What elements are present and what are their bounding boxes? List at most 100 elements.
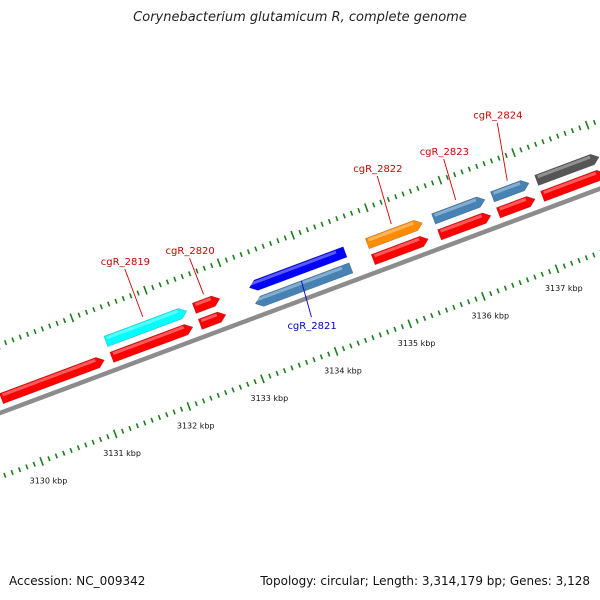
upper-ruler-minor-tick <box>129 293 133 299</box>
lower-ruler-minor-tick <box>25 464 29 470</box>
upper-ruler-minor-tick <box>48 323 52 329</box>
gene-arrow <box>191 295 221 314</box>
lower-ruler-minor-tick <box>17 467 22 473</box>
lower-ruler-minor-tick <box>496 288 500 294</box>
lower-ruler-minor-tick <box>268 373 272 379</box>
genome-stats-text: Topology: circular; Length: 3,314,179 bp… <box>260 574 590 588</box>
gene-arrow-highlight <box>250 250 337 286</box>
cds-arrow-highlight <box>2 358 96 397</box>
upper-ruler-minor-tick <box>283 235 287 241</box>
backbone-track <box>0 186 600 416</box>
ruler-label: 3134 kbp <box>324 366 362 375</box>
lower-ruler-minor-tick <box>386 329 390 335</box>
gene-arrow-highlight <box>367 221 414 242</box>
ruler-label: 3133 kbp <box>250 394 288 403</box>
lower-ruler-minor-tick <box>400 323 405 330</box>
upper-ruler-major-tick <box>437 175 443 185</box>
lower-ruler-minor-tick <box>356 340 360 346</box>
lower-ruler-minor-tick <box>246 381 250 388</box>
upper-ruler-minor-tick <box>40 326 44 332</box>
upper-ruler-minor-tick <box>195 268 199 274</box>
gene-arrow <box>431 196 486 225</box>
gene-label: cgR_2824 <box>473 111 522 122</box>
lower-ruler-minor-tick <box>430 312 434 319</box>
upper-ruler-minor-tick <box>165 279 170 285</box>
upper-ruler-minor-tick <box>541 139 545 145</box>
cds-arrow-highlight <box>112 325 185 356</box>
lower-ruler-minor-tick <box>106 434 110 440</box>
lower-ruler-minor-tick <box>32 461 36 467</box>
cds-arrow <box>0 357 105 405</box>
gene-label: cgR_2822 <box>353 164 402 175</box>
lower-ruler-minor-tick <box>452 304 456 310</box>
lower-ruler-minor-tick <box>150 417 154 423</box>
cds-arrow-highlight <box>256 266 343 302</box>
lower-ruler-minor-tick <box>467 299 471 305</box>
upper-ruler-minor-tick <box>11 337 15 343</box>
lower-ruler-minor-tick <box>511 282 515 288</box>
ruler-label: 3130 kbp <box>30 476 68 485</box>
gene-arrow <box>490 180 530 203</box>
lower-ruler-major-tick <box>333 346 339 356</box>
cds-arrow <box>496 196 536 219</box>
lower-ruler-minor-tick <box>393 326 397 332</box>
upper-ruler-minor-tick <box>276 238 280 244</box>
gene-arrow-highlight <box>537 155 591 179</box>
lower-ruler-minor-tick <box>84 442 88 448</box>
backbone-line <box>0 186 600 416</box>
upper-ruler-minor-tick <box>320 221 324 227</box>
lower-ruler-minor-tick <box>437 310 441 316</box>
upper-ruler-minor-tick <box>408 188 413 194</box>
lower-ruler-major-tick <box>112 429 118 439</box>
lower-ruler-minor-tick <box>547 268 552 275</box>
upper-ruler-minor-tick <box>107 301 111 307</box>
upper-ruler-minor-tick <box>578 125 582 131</box>
upper-ruler-minor-tick <box>84 309 89 315</box>
upper-ruler-minor-tick <box>246 249 251 255</box>
cds-track <box>0 169 600 405</box>
lower-ruler-minor-tick <box>297 362 301 368</box>
lower-ruler-minor-tick <box>363 337 368 343</box>
gene-label: cgR_2823 <box>420 147 469 158</box>
cds-arrow-highlight <box>440 214 483 233</box>
upper-ruler-minor-tick <box>445 174 449 181</box>
upper-ruler-minor-tick <box>475 163 479 170</box>
lower-ruler-minor-tick <box>525 277 530 283</box>
upper-ruler-minor-tick <box>430 180 435 186</box>
upper-ruler-minor-tick <box>224 257 229 263</box>
lower-ruler-minor-tick <box>444 307 449 313</box>
upper-ruler-minor-tick <box>33 328 37 335</box>
cds-arrow <box>197 311 227 330</box>
lower-ruler-minor-tick <box>422 315 427 321</box>
upper-ruler-minor-tick <box>158 282 162 288</box>
upper-ruler-minor-tick <box>232 254 236 260</box>
lower-ruler-minor-tick <box>562 263 566 269</box>
lower-ruler-minor-tick <box>474 296 478 302</box>
gene-arrow-highlight <box>194 297 212 307</box>
lower-ruler-minor-tick <box>91 439 95 445</box>
upper-ruler-minor-tick <box>261 243 265 249</box>
lower-ruler-minor-tick <box>503 285 508 291</box>
gene-arrow-highlight <box>493 181 521 195</box>
upper-ruler-minor-tick <box>401 191 405 197</box>
cds-arrow-highlight <box>200 313 218 323</box>
gene-leader-line <box>301 280 312 318</box>
lower-ruler-major-tick <box>481 291 486 301</box>
lower-ruler-minor-tick <box>69 447 73 454</box>
lower-ruler-major-tick <box>554 264 560 274</box>
cds-arrow <box>540 169 600 202</box>
upper-ruler-minor-tick <box>504 152 508 159</box>
cds-arrow-highlight <box>373 237 420 258</box>
lower-ruler-minor-tick <box>371 335 375 341</box>
accession-text: Accession: NC_009342 <box>9 574 146 588</box>
upper-ruler-minor-tick <box>394 194 398 200</box>
lower-ruler-minor-tick <box>231 387 235 393</box>
lower-ruler-minor-tick <box>98 436 103 443</box>
upper-ruler-minor-tick <box>77 312 81 318</box>
lower-ruler-minor-tick <box>290 365 294 371</box>
upper-ruler-minor-tick <box>592 119 597 126</box>
genome-title: Corynebacterium glutamicum R, complete g… <box>133 10 467 25</box>
lower-ruler-minor-tick <box>570 260 574 266</box>
upper-ruler-minor-tick <box>239 251 243 258</box>
